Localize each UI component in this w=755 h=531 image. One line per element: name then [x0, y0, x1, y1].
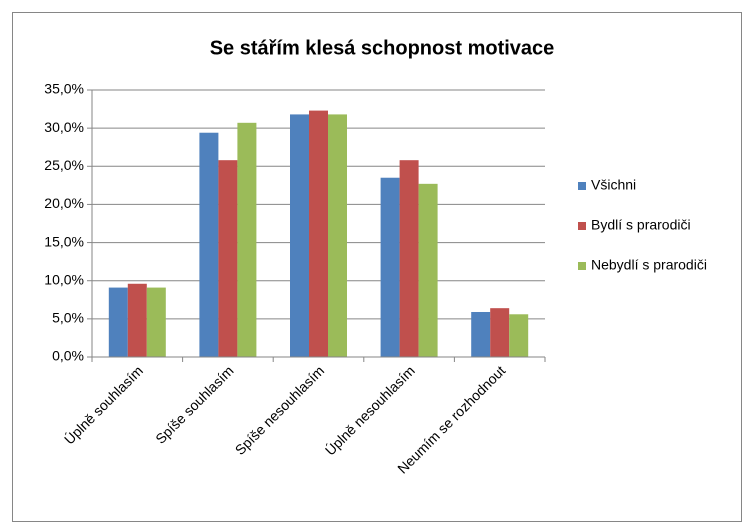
- y-tick-label: 10,0%: [44, 271, 84, 287]
- bar: [418, 183, 438, 357]
- y-tick-label: 20,0%: [44, 195, 84, 211]
- chart-title: Se stářím klesá schopnost motivace: [210, 37, 555, 59]
- bar: [399, 160, 419, 357]
- chart-border: [12, 12, 742, 522]
- bar: [309, 110, 328, 358]
- bar: [146, 287, 166, 357]
- bar: [290, 114, 309, 357]
- y-tick-label: 35,0%: [44, 81, 84, 97]
- legend-swatch: [578, 182, 586, 190]
- bar: [218, 160, 238, 357]
- legend-label: Všichni: [591, 177, 636, 193]
- bar: [199, 132, 219, 357]
- legend-swatch: [578, 262, 586, 270]
- bar: [471, 311, 491, 357]
- y-tick-label: 5,0%: [52, 310, 84, 326]
- y-tick-label: 0,0%: [52, 348, 84, 364]
- y-tick-label: 25,0%: [44, 157, 84, 173]
- bar: [108, 287, 128, 357]
- bar: [490, 308, 510, 357]
- y-tick-label: 30,0%: [44, 119, 84, 135]
- legend-label: Bydlí s prarodiči: [591, 217, 691, 233]
- bar: [328, 114, 347, 357]
- bar: [237, 122, 257, 357]
- legend-label: Nebydlí s prarodiči: [591, 257, 707, 273]
- bar: [380, 177, 400, 357]
- bar: [509, 314, 529, 357]
- bar: [127, 283, 147, 357]
- legend-swatch: [578, 222, 586, 230]
- y-tick-label: 15,0%: [44, 233, 84, 249]
